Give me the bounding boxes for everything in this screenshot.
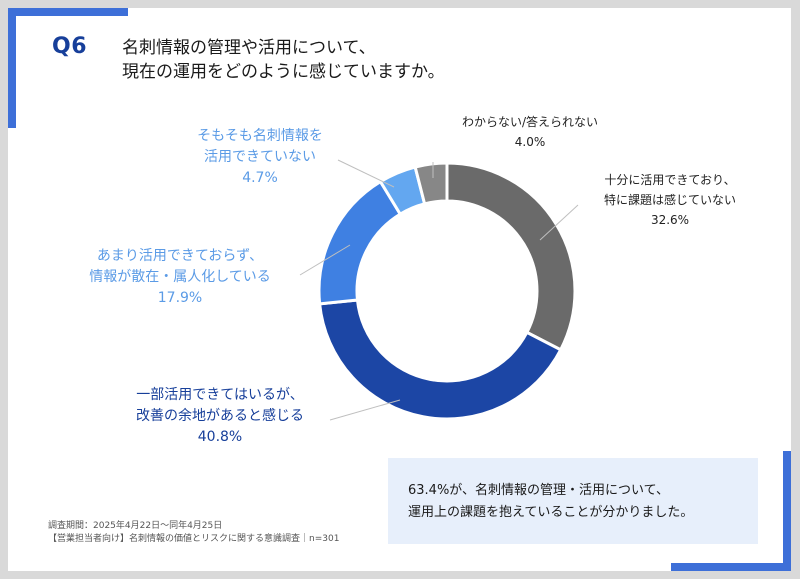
- slice-scattered: [317, 179, 403, 306]
- question-title-line2: 現在の運用をどのように感じていますか。: [122, 62, 445, 82]
- label-scattered-line1: あまり活用できておらず、: [96, 248, 264, 264]
- survey-period: 調査期間：2025年4月22日～同年4月25日: [48, 521, 223, 531]
- label-not-utilized-line2: 活用できていない: [204, 149, 316, 165]
- question-number: Q6: [52, 34, 88, 59]
- label-partially-utilized-line2: 改善の余地があると感じる: [136, 408, 304, 424]
- corner-accent-bottom-right-h: [671, 563, 791, 571]
- label-scattered-pct: 17.9%: [157, 290, 203, 306]
- label-fully-utilized: 十分に活用できており、 特に課題は感じていない 32.6%: [570, 170, 770, 230]
- summary-line1: 63.4%が、名刺情報の管理・活用について、: [408, 483, 669, 498]
- corner-accent-bottom-right: [783, 451, 791, 571]
- label-dont-know-line1: わからない/答えられない: [461, 115, 599, 129]
- slice-dont-know: [413, 161, 449, 206]
- label-partially-utilized-pct: 40.8%: [197, 429, 243, 445]
- corner-accent-top-left-h: [8, 8, 128, 16]
- summary-text: 63.4%が、名刺情報の管理・活用について、 運用上の課題を抱えていることが分か…: [408, 480, 693, 524]
- question-title: 名刺情報の管理や活用について、 現在の運用をどのように感じていますか。: [122, 36, 445, 84]
- slice-fully-utilized: [445, 161, 577, 352]
- slice-partially-utilized: [318, 298, 563, 421]
- label-not-utilized-pct: 4.7%: [242, 170, 278, 186]
- label-fully-utilized-pct: 32.6%: [650, 213, 690, 227]
- summary-line2: 運用上の課題を抱えていることが分かりました。: [408, 505, 694, 520]
- summary-box: 63.4%が、名刺情報の管理・活用について、 運用上の課題を抱えていることが分か…: [388, 458, 758, 544]
- label-not-utilized: そもそも名刺情報を 活用できていない 4.7%: [140, 126, 380, 189]
- leader-not-utilized: [337, 159, 395, 188]
- leader-fully-utilized: [539, 204, 579, 241]
- corner-accent-top-left: [8, 8, 16, 128]
- label-partially-utilized-line1: 一部活用できてはいるが、: [136, 387, 304, 403]
- label-partially-utilized: 一部活用できてはいるが、 改善の余地があると感じる 40.8%: [100, 385, 340, 448]
- label-fully-utilized-line2: 特に課題は感じていない: [603, 193, 736, 207]
- survey-name: 【営業担当者向け】名刺情報の価値とリスクに関する意識調査｜n=301: [48, 534, 340, 544]
- label-scattered-line2: 情報が散在・属人化している: [89, 269, 271, 285]
- leader-partially-utilized: [329, 399, 401, 421]
- label-dont-know-pct: 4.0%: [514, 135, 546, 149]
- question-title-line1: 名刺情報の管理や活用について、: [122, 38, 376, 58]
- label-scattered: あまり活用できておらず、 情報が散在・属人化している 17.9%: [55, 246, 305, 309]
- leader-scattered: [299, 244, 351, 276]
- label-not-utilized-line1: そもそも名刺情報を: [197, 128, 323, 144]
- label-dont-know: わからない/答えられない 4.0%: [425, 112, 635, 152]
- label-fully-utilized-line1: 十分に活用できており、: [604, 173, 736, 187]
